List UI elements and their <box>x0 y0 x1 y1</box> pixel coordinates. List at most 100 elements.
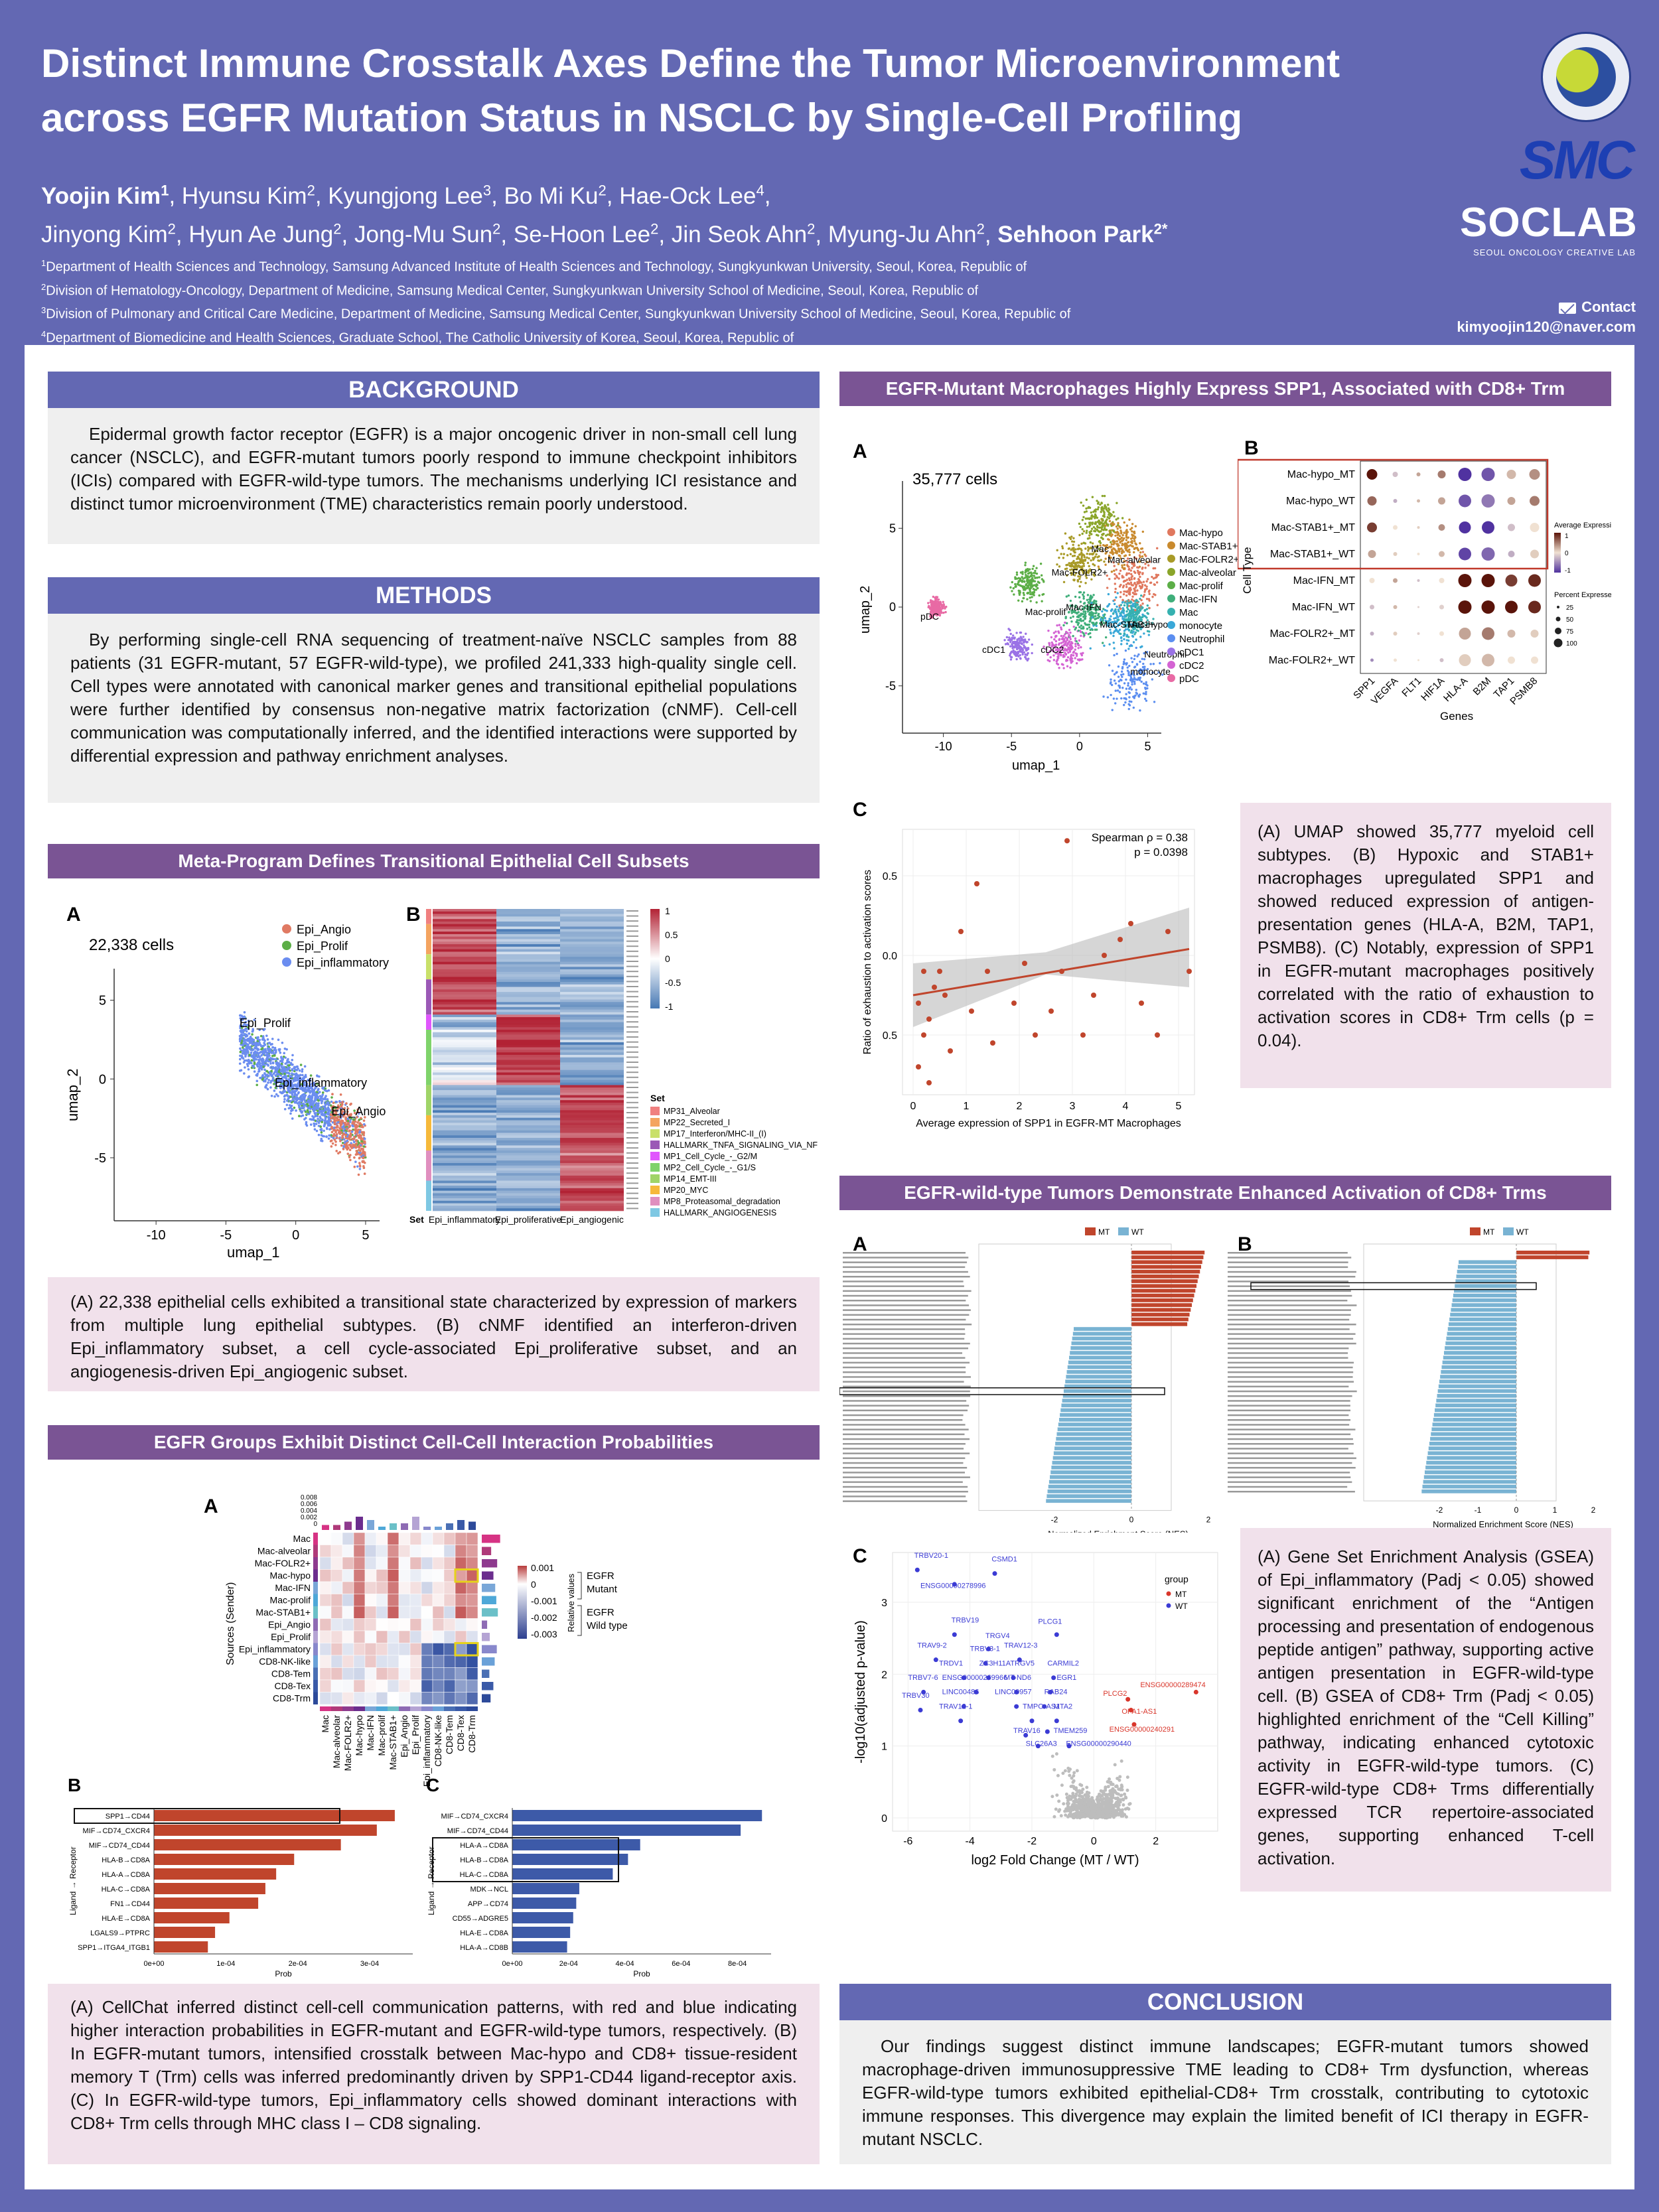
umap-point <box>261 1073 264 1077</box>
umap-point <box>1069 569 1072 571</box>
umap-point <box>344 1124 347 1127</box>
bar <box>512 1927 571 1938</box>
heatmap-cell <box>496 1079 560 1083</box>
umap-point <box>293 1067 296 1070</box>
umap-point <box>1116 552 1118 555</box>
heatmap-cell <box>455 1630 467 1643</box>
umap-point <box>317 1089 319 1091</box>
set-annotation-bar <box>426 924 431 955</box>
umap-point <box>1135 692 1139 695</box>
umap-point <box>1130 561 1133 564</box>
gene-label-placeholder <box>626 1071 638 1073</box>
umap-point <box>241 1018 244 1021</box>
umap-point <box>1076 608 1080 610</box>
umap-point <box>1116 502 1118 504</box>
umap-point <box>316 1115 319 1117</box>
umap-point <box>1144 567 1147 569</box>
receiver-color-bar <box>455 1706 467 1711</box>
umap-point <box>244 1055 247 1058</box>
heatmap-cell <box>466 1667 478 1681</box>
umap-point <box>1145 681 1147 684</box>
heatmap-cell <box>560 977 624 980</box>
cells-count-label: 35,777 cells <box>912 470 997 488</box>
heatmap-cell <box>432 1655 445 1668</box>
umap-point <box>354 1129 357 1132</box>
umap-point <box>1046 653 1049 656</box>
umap-point <box>1104 563 1107 566</box>
umap-point <box>261 1038 264 1041</box>
umap-point <box>1130 617 1133 620</box>
receiver-color-bar <box>388 1706 399 1711</box>
heatmap-cell <box>496 946 560 949</box>
umap-point <box>1010 656 1013 659</box>
heatmap-cell <box>342 1630 354 1643</box>
umap-point <box>1011 581 1013 584</box>
umap-point <box>309 1078 311 1081</box>
umap-point <box>1007 638 1010 642</box>
umap-point <box>285 1081 288 1084</box>
heatmap-cell <box>560 944 624 947</box>
umap-point <box>1025 584 1027 587</box>
heatmap-cell <box>330 1618 343 1631</box>
umap-point <box>1046 659 1049 661</box>
umap-point <box>1127 636 1130 638</box>
umap-point <box>1131 527 1133 529</box>
umap-point <box>316 1082 319 1085</box>
poster-title: Distinct Immune Crosstalk Axes Define th… <box>41 36 1514 145</box>
cluster-label: Mac-hypo <box>1127 619 1169 630</box>
dot <box>1392 472 1398 477</box>
umap-point <box>317 1113 319 1116</box>
umap-point <box>1125 529 1128 531</box>
umap-point <box>1120 640 1123 642</box>
umap-point <box>242 1034 245 1037</box>
gene-label-placeholder <box>626 1066 638 1068</box>
umap-point <box>1111 669 1114 672</box>
umap-point <box>274 1066 277 1069</box>
umap-point <box>1141 547 1144 550</box>
receiver-label: Mac-STAB1+ <box>388 1715 398 1770</box>
background-heading: BACKGROUND <box>48 372 820 408</box>
heatmap-cell <box>433 1095 496 1098</box>
contact-email[interactable]: kimyoojin120@naver.com <box>1457 318 1636 335</box>
umap-point <box>1021 600 1024 603</box>
umap-point <box>338 1131 341 1134</box>
umap-point <box>349 1103 352 1106</box>
umap-point <box>1098 530 1101 533</box>
umap-point <box>1097 559 1100 562</box>
umap-point <box>346 1113 348 1115</box>
umap-point <box>1130 608 1133 612</box>
umap-point <box>321 1091 325 1094</box>
heatmap-cell <box>560 929 624 932</box>
umap-point <box>309 1123 313 1126</box>
legend-mutant-label-2: Mutant <box>587 1584 618 1595</box>
heatmap-cell <box>443 1643 456 1656</box>
bar <box>154 1854 295 1865</box>
dot <box>1393 499 1398 503</box>
umap-point <box>1086 610 1090 613</box>
umap-point <box>245 1046 248 1048</box>
gene-label-placeholder <box>626 930 638 932</box>
heatmap-cell <box>421 1594 433 1607</box>
umap-point <box>1011 637 1014 640</box>
umap-point <box>1121 598 1124 602</box>
umap-point <box>1125 579 1129 581</box>
heatmap-cell <box>496 1042 560 1046</box>
umap-point <box>1086 556 1088 559</box>
umap-point <box>1082 593 1084 596</box>
umap-point <box>1079 591 1082 594</box>
umap-point <box>1086 608 1088 610</box>
umap-point <box>313 1089 316 1091</box>
umap-point <box>1023 581 1026 583</box>
heatmap-cell <box>560 1208 624 1211</box>
cluster-label: monocyte <box>1130 666 1171 677</box>
heatmap-cell <box>433 1200 496 1204</box>
set-legend-label: MP2_Cell_Cycle_-_G1/S <box>664 1163 756 1172</box>
umap-point <box>287 1077 291 1081</box>
umap-point <box>1015 573 1019 576</box>
umap-point <box>321 1121 323 1123</box>
umap-point <box>1064 636 1067 639</box>
umap-point <box>1068 536 1071 539</box>
umap-point <box>1136 673 1139 675</box>
umap-point <box>1027 591 1030 594</box>
sender-axis-label: Sources (Sender) <box>225 1582 236 1665</box>
